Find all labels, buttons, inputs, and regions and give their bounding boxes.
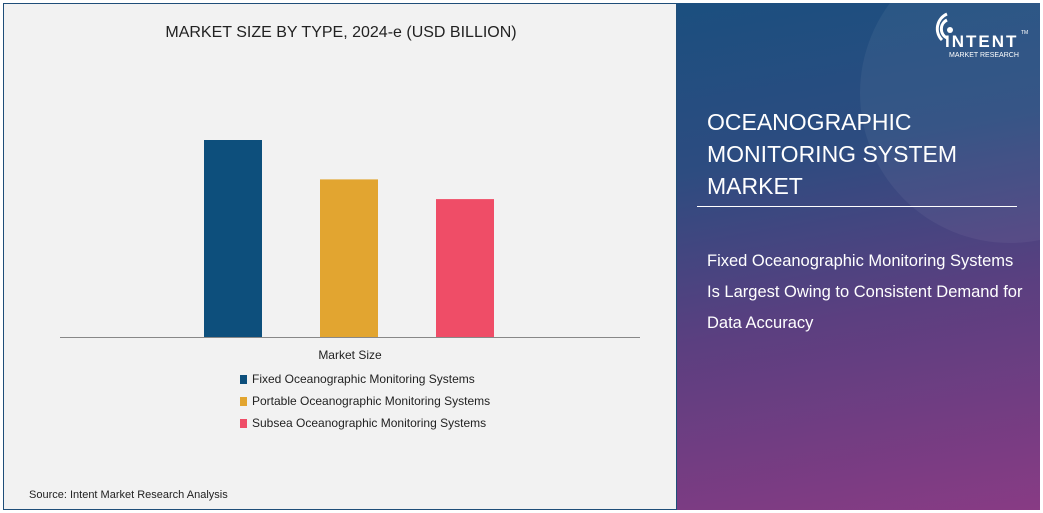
insight-text: Fixed Oceanographic Monitoring Systems I… (707, 252, 1023, 332)
chart-title: MARKET SIZE BY TYPE, 2024-e (USD BILLION… (165, 24, 517, 41)
logo-sub: MARKET RESEARCH (949, 52, 1019, 59)
market-heading: OCEANOGRAPHIC MONITORING SYSTEM MARKET (707, 109, 958, 199)
bar-3 (436, 199, 494, 337)
divider (697, 206, 1017, 207)
logo-brand: INTENT (945, 32, 1019, 51)
bar-1 (204, 140, 262, 337)
x-axis-label: Market Size (318, 348, 382, 362)
legend-swatch (240, 396, 247, 406)
signal-icon (935, 12, 953, 42)
legend-item-fixed: Fixed Oceanographic Monitoring Systems (240, 372, 475, 386)
legend-swatch (240, 374, 247, 384)
legend-label: Fixed Oceanographic Monitoring Systems (252, 372, 475, 386)
bar-chart (60, 140, 640, 338)
source-note: Source: Intent Market Research Analysis (29, 489, 228, 501)
legend-item-portable: Portable Oceanographic Monitoring System… (240, 394, 490, 408)
legend-label: Subsea Oceanographic Monitoring Systems (252, 416, 487, 430)
legend-swatch (240, 418, 247, 428)
logo-tm: TM (1021, 30, 1029, 36)
legend-label: Portable Oceanographic Monitoring System… (252, 394, 491, 408)
legend-item-subsea: Subsea Oceanographic Monitoring Systems (240, 416, 486, 430)
info-panel (677, 3, 1040, 510)
bar-2 (320, 179, 378, 337)
